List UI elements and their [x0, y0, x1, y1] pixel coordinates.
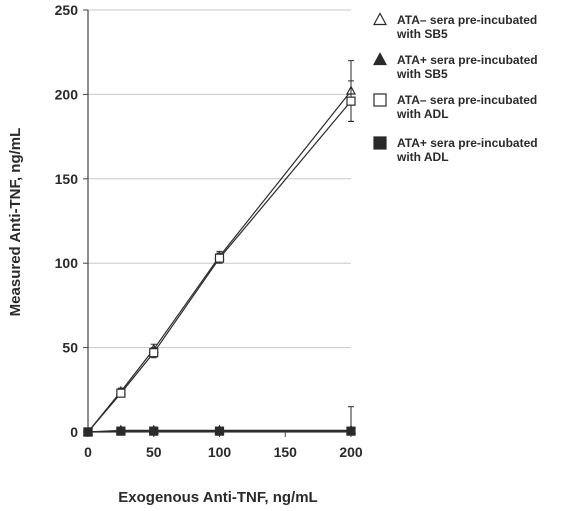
legend-label: ATA– sera pre-incubated	[397, 93, 537, 107]
x-tick-label: 0	[84, 444, 92, 460]
series-filled-square	[83, 426, 356, 437]
data-point	[116, 426, 126, 436]
x-tick-label: 200	[339, 444, 363, 460]
legend-label: with ADL	[396, 107, 449, 121]
axes	[87, 10, 351, 433]
legend-label: with SB5	[396, 27, 448, 41]
x-tick-label: 150	[274, 444, 298, 460]
legend-marker	[372, 52, 388, 66]
legend-marker	[373, 136, 387, 150]
data-point	[149, 426, 159, 436]
y-tick-label: 200	[55, 86, 79, 102]
legend-label: ATA+ sera pre-incubated	[397, 136, 538, 150]
legend-marker	[372, 12, 388, 26]
x-tick-label: 50	[146, 444, 162, 460]
series-open-triangle	[82, 60, 357, 436]
y-tick-label: 100	[55, 255, 79, 271]
legend-marker	[373, 93, 387, 107]
legend-label: with ADL	[396, 150, 449, 164]
y-tick-label: 150	[55, 171, 79, 187]
data-point	[83, 427, 93, 437]
series-layer	[82, 60, 357, 437]
y-tick-labels: 0 50 100 150 200 250	[55, 2, 88, 440]
data-point	[346, 96, 356, 106]
y-tick-label: 0	[70, 424, 78, 440]
x-axis-title: Exogenous Anti-TNF, ng/mL	[118, 489, 317, 506]
legend-label: ATA+ sera pre-incubated	[397, 53, 538, 67]
series-open-square	[83, 80, 356, 437]
data-point	[346, 426, 356, 436]
data-point	[214, 253, 225, 263]
y-tick-label: 50	[62, 340, 78, 356]
x-tick-labels: 0 50 100 150 200	[84, 432, 363, 460]
data-point	[149, 348, 159, 358]
legend-label: with SB5	[396, 67, 448, 81]
y-tick-label: 250	[55, 2, 79, 18]
x-tick-label: 100	[208, 444, 232, 460]
data-point	[214, 426, 225, 436]
y-axis-title: Measured Anti-TNF, ng/mL	[7, 128, 24, 317]
legend-label: ATA– sera pre-incubated	[397, 13, 537, 27]
grid-lines	[88, 9, 351, 349]
data-point	[116, 388, 126, 398]
